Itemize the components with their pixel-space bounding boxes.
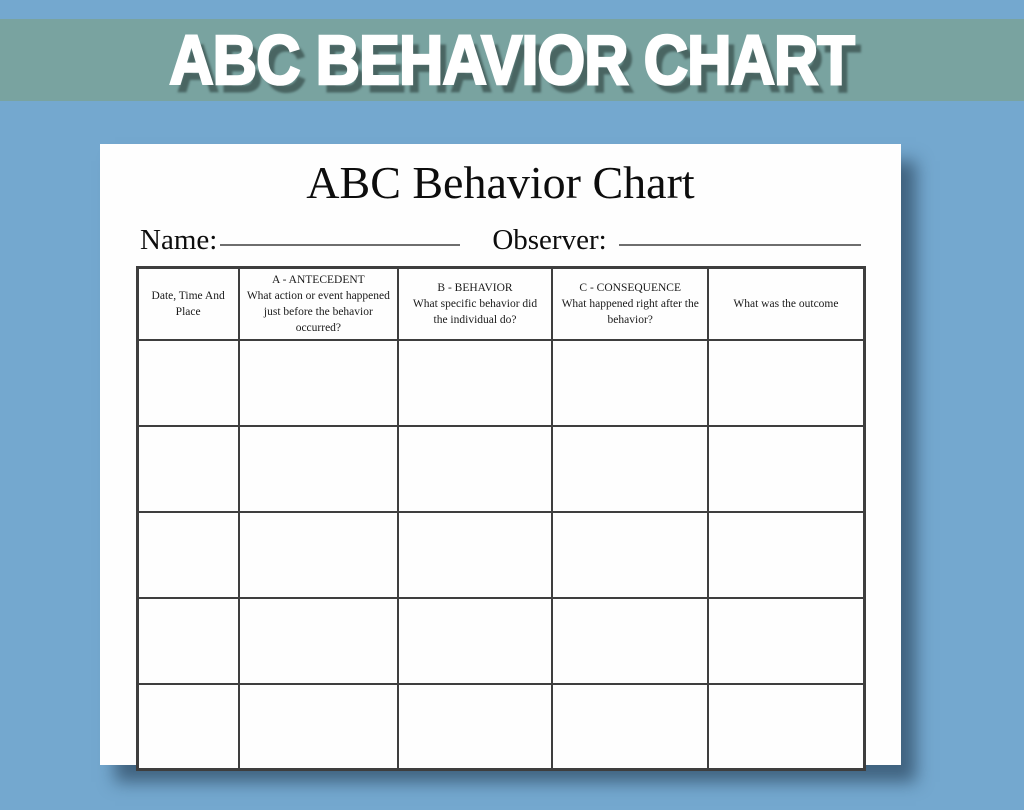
entry-cell	[237, 510, 399, 599]
entry-cell	[551, 682, 710, 771]
table-row	[136, 338, 865, 427]
name-blank-line	[220, 243, 461, 246]
header-cell-title: C - CONSEQUENCE	[579, 281, 682, 294]
entry-cell	[237, 682, 399, 771]
entry-cell	[551, 596, 710, 685]
entry-cell	[396, 682, 554, 771]
document-title: ABC Behavior Chart	[306, 157, 695, 208]
banner: ABC BEHAVIOR CHART	[0, 19, 1024, 101]
header-cell-5: What was the outcome	[707, 266, 865, 341]
header-cell-2: A - ANTECEDENT What action or event happe…	[237, 266, 399, 341]
table-row	[136, 682, 865, 771]
entry-cell	[396, 510, 554, 599]
banner-title: ABC BEHAVIOR CHART	[168, 21, 856, 99]
table-row	[136, 424, 865, 513]
entry-cell	[707, 510, 865, 599]
table-row	[136, 510, 865, 599]
header-cell-description: What action or event happened just befor…	[246, 289, 390, 334]
entry-cell	[551, 510, 710, 599]
entry-cell	[237, 424, 399, 513]
header-cell-1: Date, Time And Place	[136, 266, 240, 341]
entry-cell	[136, 682, 240, 771]
header-cell-title: Date, Time And Place	[151, 289, 225, 318]
observer-blank-line	[618, 243, 861, 246]
table-body	[136, 338, 865, 771]
entry-cell	[396, 338, 554, 427]
entry-cell	[136, 424, 240, 513]
entry-cell	[136, 510, 240, 599]
entry-cell	[551, 338, 710, 427]
entry-cell	[551, 424, 710, 513]
entry-cell	[237, 338, 399, 427]
header-cell-title: A - ANTECEDENT	[272, 273, 365, 286]
entry-cell	[707, 596, 865, 685]
table-header: Date, Time And Place A - ANTECEDENT What a…	[136, 266, 865, 341]
entry-cell	[237, 596, 399, 685]
header-cell-title: B - BEHAVIOR	[437, 281, 513, 294]
table-row	[136, 596, 865, 685]
entry-cell	[396, 424, 554, 513]
header-cell-title: What was the outcome	[733, 297, 839, 310]
entry-cell	[707, 682, 865, 771]
entry-cell	[136, 338, 240, 427]
entry-cell	[707, 338, 865, 427]
header-cell-description: What happened right after the behavior?	[561, 297, 699, 326]
observer-label: Observer:	[492, 223, 607, 256]
document-paper: ABC Behavior Chart Name: Observer: Date,…	[100, 144, 901, 772]
entry-cell	[396, 596, 554, 685]
name-label: Name:	[140, 223, 218, 256]
entry-cell	[707, 424, 865, 513]
entry-cell	[136, 596, 240, 685]
abc-behavior-table: Date, Time And Place A - ANTECEDENT What a…	[135, 265, 866, 772]
header-cell-3: B - BEHAVIOR What specific behavior did t…	[396, 266, 554, 341]
header-cell-4: C - CONSEQUENCE What happened right after…	[551, 266, 710, 341]
header-cell-description: What specific behavior did the individua…	[412, 297, 538, 326]
table-header-row: Date, Time And Place A - ANTECEDENT What a…	[136, 266, 865, 341]
name-observer-row: Name: Observer:	[140, 224, 865, 257]
